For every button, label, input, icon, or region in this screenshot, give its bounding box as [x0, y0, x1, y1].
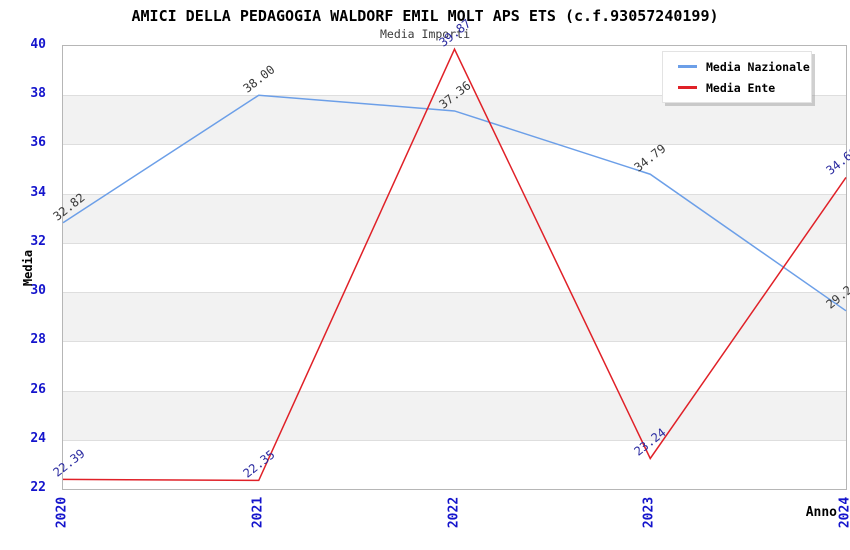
grid-band: [63, 95, 846, 145]
legend-label-media-nazionale: Media Nazionale: [706, 59, 810, 74]
y-axis-title: Media: [21, 249, 35, 287]
legend-item-media-nazionale: Media Nazionale: [678, 60, 811, 74]
legend-label-media-ente: Media Ente: [706, 80, 776, 95]
plot-bands: [63, 46, 846, 489]
chart-subtitle: Media Importi: [379, 27, 470, 41]
legend: Media Nazionale Media Ente: [662, 51, 812, 103]
series-lines: [62, 47, 847, 482]
x-axis-title: Anno: [805, 505, 837, 520]
grid-band: [63, 144, 846, 194]
grid-band: [63, 242, 846, 293]
y-tick-label: 30: [30, 283, 46, 299]
x-tick-label: 2023: [641, 496, 657, 529]
x-tick-label: 2021: [250, 496, 266, 529]
grid-band: [63, 292, 846, 342]
x-tick-label: 2020: [54, 496, 70, 529]
y-tick-label: 28: [30, 332, 46, 348]
grid-band: [63, 193, 846, 243]
legend-item-media-ente: Media Ente: [678, 81, 811, 95]
y-tick-label: 38: [30, 86, 46, 102]
plot-area: 32.82 38.00 37.36 34.79 29.24 22.39 22.35 39.87…: [50, 17, 850, 490]
grid-band: [63, 341, 846, 391]
y-tick-label: 22: [30, 480, 46, 495]
y-tick-label: 36: [30, 135, 46, 151]
media-nazionale-line: [62, 94, 847, 312]
x-tick-label: 2024: [837, 496, 850, 529]
grid-band: [63, 390, 846, 440]
media-nazionale-line-marker: [678, 65, 697, 68]
y-tick-label: 26: [30, 381, 46, 397]
y-tick-label: 34: [30, 184, 46, 200]
y-tick-label: 32: [30, 233, 46, 249]
x-tick-label: 2022: [446, 496, 461, 529]
media-ente-line: [62, 47, 847, 482]
chart-title: AMICI DELLA PEDAGOGIA WALDORF EMIL MOLT …: [131, 7, 719, 25]
media-ente-line-marker: [678, 86, 697, 89]
y-tick-label: 24: [30, 430, 46, 446]
y-tick-label: 40: [30, 37, 46, 52]
